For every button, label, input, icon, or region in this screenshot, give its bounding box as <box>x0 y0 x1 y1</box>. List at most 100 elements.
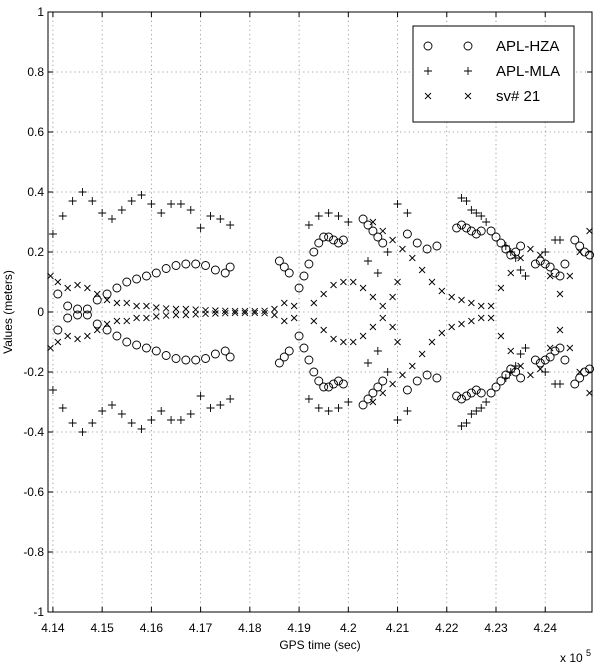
data-point <box>403 209 412 217</box>
data-point <box>477 314 485 322</box>
data-point <box>192 311 200 318</box>
data-point <box>379 302 387 310</box>
data-point <box>108 215 116 223</box>
y-tick-label: 0.6 <box>27 125 44 139</box>
data-point <box>225 352 235 362</box>
data-point <box>64 284 72 292</box>
data-point <box>186 206 195 214</box>
data-point <box>123 299 131 307</box>
data-point <box>536 251 544 259</box>
data-point <box>152 304 160 311</box>
data-point <box>545 262 555 272</box>
data-point <box>117 206 126 214</box>
data-point <box>112 283 122 293</box>
data-point <box>458 296 465 304</box>
data-point <box>274 358 284 368</box>
x-tick-label: 4.16 <box>140 621 164 635</box>
data-point <box>319 382 329 392</box>
data-point <box>540 259 550 269</box>
data-point <box>324 232 334 242</box>
data-point <box>220 268 230 278</box>
data-point <box>304 395 313 403</box>
data-point <box>186 410 195 418</box>
data-point <box>399 371 406 379</box>
data-point <box>338 235 348 245</box>
x-axis-multiplier: x 10 5 <box>560 648 591 665</box>
data-point <box>368 226 378 236</box>
data-point <box>147 416 156 424</box>
data-point <box>127 197 136 205</box>
data-point <box>334 212 343 220</box>
data-point <box>418 350 426 358</box>
data-point <box>271 311 278 319</box>
data-point <box>468 317 475 325</box>
data-point <box>497 284 505 292</box>
y-tick-label: 0.2 <box>27 245 44 259</box>
data-point <box>555 343 565 353</box>
data-point <box>422 370 432 380</box>
data-point <box>132 274 142 284</box>
data-point <box>320 326 328 334</box>
data-point <box>280 299 288 307</box>
data-point <box>225 262 235 272</box>
data-point <box>412 238 422 248</box>
data-point <box>516 373 526 383</box>
data-point <box>566 344 574 352</box>
data-point <box>585 250 594 260</box>
data-point <box>251 307 259 315</box>
data-point <box>462 419 471 427</box>
data-point <box>161 264 171 273</box>
y-tick-label: 0.8 <box>27 65 44 79</box>
data-point <box>487 314 495 322</box>
data-point <box>172 311 180 319</box>
y-tick-label: 0.4 <box>27 185 44 199</box>
x-tick-label: 4.22 <box>435 621 459 635</box>
data-point <box>389 293 396 301</box>
data-point <box>556 326 564 334</box>
legend-marker <box>464 67 472 75</box>
data-point <box>496 238 506 248</box>
data-point <box>368 388 378 398</box>
data-point <box>486 226 496 236</box>
data-point <box>364 359 372 367</box>
data-point <box>113 299 121 307</box>
data-point <box>517 362 524 370</box>
y-tick-label: 0 <box>37 305 44 319</box>
data-point <box>373 232 383 242</box>
data-point <box>540 355 550 365</box>
data-point <box>196 224 205 232</box>
data-point <box>507 347 515 355</box>
legend-marker <box>464 92 472 100</box>
data-point <box>462 223 471 233</box>
data-point <box>491 232 501 242</box>
data-point <box>550 346 560 356</box>
y-tick-label: -1 <box>33 605 44 619</box>
data-point <box>399 245 406 253</box>
data-point <box>314 404 323 412</box>
data-point <box>290 302 298 310</box>
data-point <box>324 382 334 392</box>
data-point <box>142 343 151 353</box>
data-point <box>88 419 97 427</box>
data-point <box>202 310 209 318</box>
y-axis-label: Values (meters) <box>1 270 15 354</box>
data-point <box>462 197 471 205</box>
data-point <box>84 332 91 340</box>
data-point <box>477 404 486 412</box>
x-tick-label: 4.14 <box>41 621 65 635</box>
data-point <box>132 340 142 350</box>
data-point <box>530 355 540 365</box>
data-point <box>167 200 176 208</box>
legend: APL-HZA APL-MLA sv# 21 <box>412 25 575 123</box>
data-point <box>369 323 377 331</box>
grid-lines <box>48 12 592 612</box>
data-point <box>73 310 82 320</box>
data-point <box>560 259 570 269</box>
data-point <box>340 278 347 286</box>
legend-marker <box>463 41 473 51</box>
data-point <box>394 278 401 286</box>
legend-label: APL-HZA <box>496 38 559 55</box>
data-point <box>68 197 77 205</box>
data-point <box>310 317 318 325</box>
